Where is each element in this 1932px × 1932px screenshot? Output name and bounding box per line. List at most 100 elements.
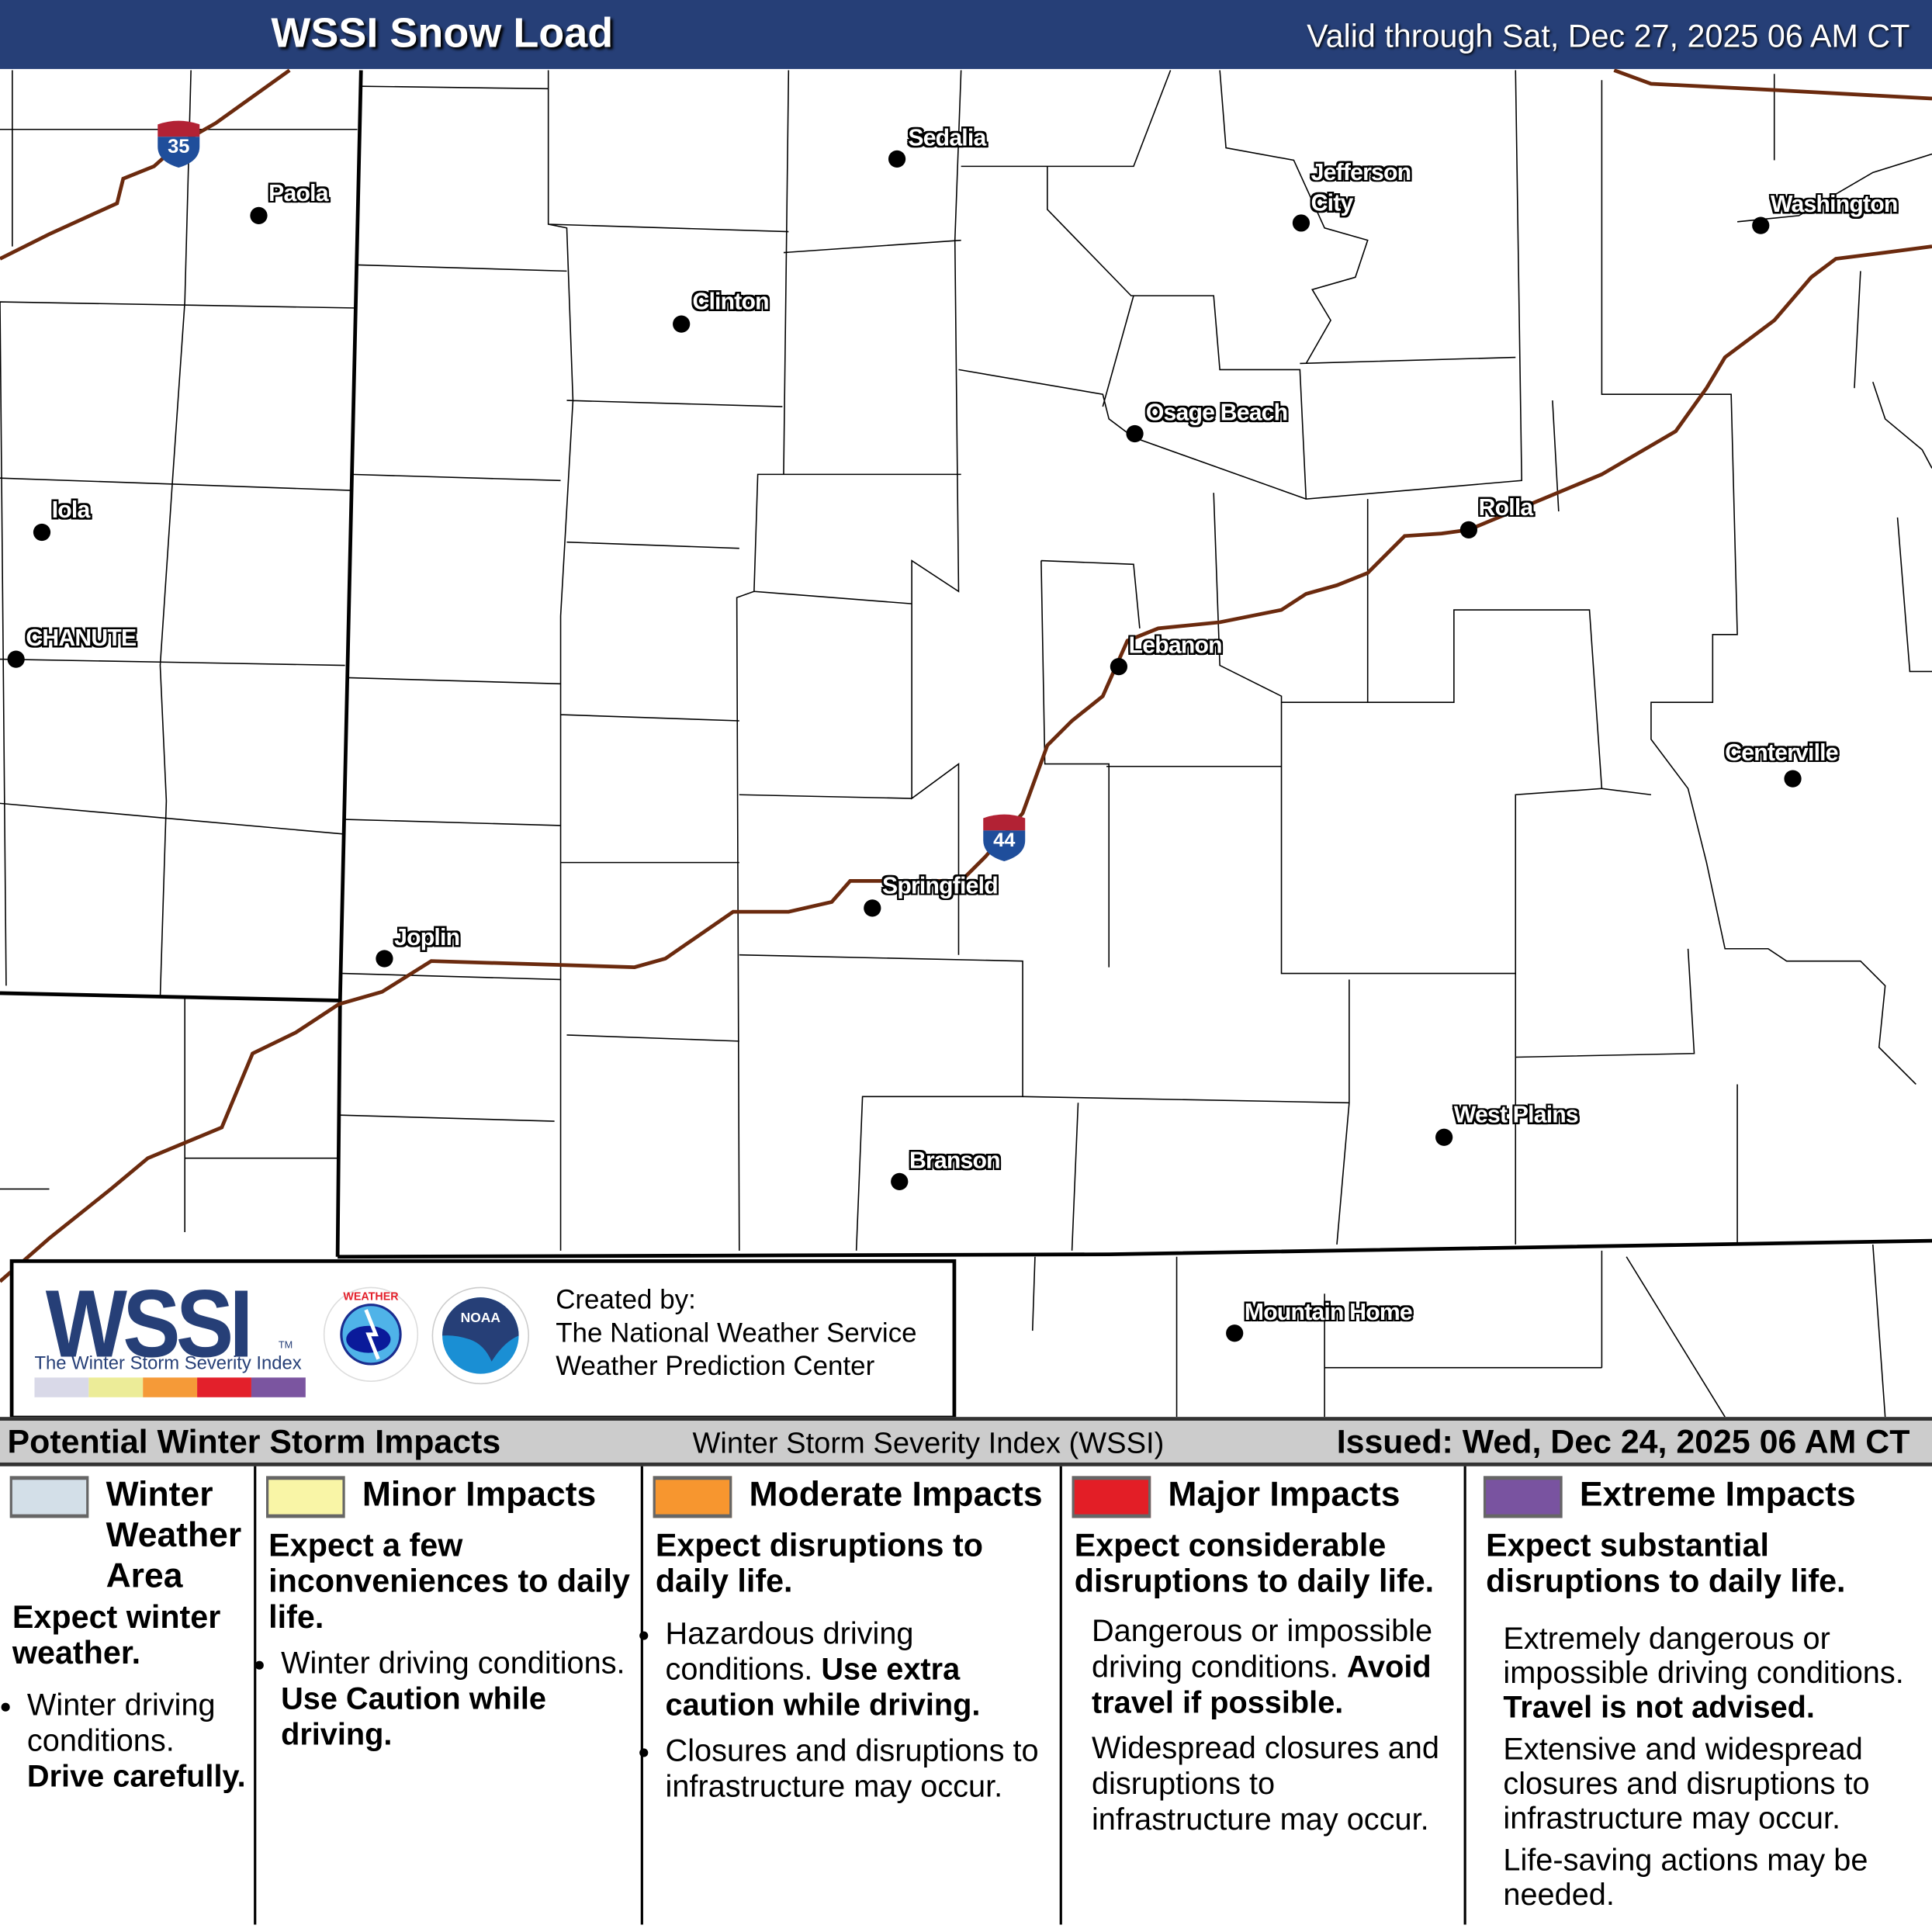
city-marker-icon [1435, 1128, 1453, 1146]
bar-segment [197, 1377, 251, 1397]
city-label: CHANUTE [26, 625, 137, 653]
legend-title: Potential Winter Storm Impacts [7, 1423, 501, 1460]
city-marker-icon [250, 206, 268, 225]
noaa-logo-icon: NOAA [431, 1286, 530, 1385]
bullet-bold: Drive carefully. [26, 1759, 246, 1795]
legend-bullets: Winter driving conditions. Use Caution w… [264, 1646, 639, 1764]
legend-bullets: Hazardous driving conditions. Use extra … [648, 1616, 1054, 1815]
city-label: Iola [51, 497, 91, 524]
legend-lead: Expect disruptions to daily life. [655, 1526, 983, 1600]
city-label: Springfield [882, 873, 999, 900]
para-text: Widespread closures and disruptions to i… [1091, 1731, 1439, 1837]
header-bar: WSSI Snow Load Valid through Sat, Dec 27… [0, 0, 1932, 69]
city-marker-icon [1752, 216, 1770, 234]
nws-logo-icon: WEATHER [323, 1286, 419, 1382]
city-marker-icon [1226, 1324, 1244, 1342]
legend-title-strip: Potential Winter Storm Impacts Winter St… [0, 1417, 1932, 1466]
bullet-text: Winter driving conditions. [281, 1646, 625, 1681]
legend-text: Dangerous or impossible driving conditio… [1092, 1614, 1461, 1838]
color-swatch [1483, 1476, 1563, 1518]
city-label: Sedalia [908, 125, 986, 152]
city-label: Joplin [394, 925, 460, 951]
city-marker-icon [1459, 521, 1478, 538]
bar-segment [143, 1377, 198, 1397]
para-bold: Avoid travel if possible. [1091, 1650, 1432, 1720]
bullet-bold: Use extra caution while driving. [665, 1652, 981, 1723]
color-swatch [653, 1476, 732, 1518]
city-marker-icon [33, 523, 51, 542]
color-swatch [9, 1476, 89, 1518]
city-label: West Plains [1453, 1103, 1579, 1129]
legend-heading: Extreme Impacts [1579, 1474, 1856, 1514]
legend-heading: Major Impacts [1168, 1474, 1401, 1514]
city-label: Washington [1770, 192, 1898, 219]
legend-extreme: Extreme Impacts Expect substantial disru… [1466, 1466, 1932, 1925]
city-marker-icon [673, 315, 691, 333]
svg-text:NOAA: NOAA [461, 1310, 501, 1325]
us50-road [1613, 68, 1932, 101]
bar-segment [88, 1377, 144, 1397]
bullet-text: Hazardous driving conditions. [665, 1616, 914, 1687]
legend-minor: Minor Impacts Expect a few inconvenience… [256, 1466, 643, 1925]
city-label: Centerville [1725, 740, 1838, 767]
city-marker-icon [888, 150, 906, 168]
interstate-roads [0, 68, 1932, 1283]
para-text: Extremely dangerous or impossible drivin… [1503, 1621, 1904, 1691]
legend-heading: Minor Impacts [362, 1474, 597, 1514]
city-label: Clinton [692, 289, 769, 316]
legend-text: Extremely dangerous or impossible drivin… [1503, 1622, 1928, 1913]
para-text: Dangerous or impossible driving conditio… [1091, 1614, 1433, 1684]
color-swatch [1072, 1476, 1151, 1518]
created-by-label: Created by: [556, 1283, 696, 1315]
org-nws: The National Weather Service [556, 1317, 917, 1349]
bar-segment [251, 1377, 306, 1397]
city-label: Mountain Home [1244, 1300, 1413, 1326]
wssi-color-bar [34, 1377, 306, 1397]
city-marker-icon [864, 899, 881, 917]
city-marker-icon [891, 1172, 909, 1191]
city-marker-icon [1784, 770, 1802, 788]
map-canvas [0, 68, 1932, 1418]
color-swatch [266, 1476, 345, 1518]
city-marker-icon [1126, 424, 1144, 443]
org-wpc: Weather Prediction Center [556, 1350, 875, 1382]
legend-heading: Moderate Impacts [749, 1474, 1043, 1514]
city-marker-icon [1110, 657, 1128, 676]
city-label: Lebanon [1128, 633, 1223, 660]
city-label: Jefferson City [1311, 160, 1411, 217]
legend-major: Major Impacts Expect considerable disrup… [1062, 1466, 1466, 1925]
legend-heading: Winter Weather Area [106, 1474, 242, 1594]
wssi-logo: WSSI [45, 1269, 254, 1378]
city-label: Osage Beach [1145, 400, 1288, 427]
wssi-logo-box: WSSI TM The Winter Storm Severity Index … [9, 1259, 957, 1420]
bullet-text: Closures and disruptions to infrastructu… [665, 1733, 1039, 1804]
legend-bullets: Winter driving conditions. Drive careful… [10, 1688, 257, 1806]
state-borders [0, 70, 1932, 1259]
legend-lead: Expect substantial disruptions to daily … [1486, 1526, 1846, 1600]
city-marker-icon [376, 950, 393, 968]
credit-text: Created by: The National Weather Service… [556, 1283, 916, 1383]
legend-moderate: Moderate Impacts Expect disruptions to d… [643, 1466, 1062, 1925]
i35-road [0, 68, 291, 261]
city-marker-icon [7, 650, 25, 668]
svg-text:WEATHER: WEATHER [343, 1290, 399, 1303]
legend-lead: Expect considerable disruptions to daily… [1074, 1526, 1435, 1600]
valid-time: Valid through Sat, Dec 27, 2025 06 AM CT [1307, 17, 1910, 54]
legend-winter-weather-area: Winter Weather Area Expect winter weathe… [0, 1466, 257, 1925]
bullet-text: Winter driving conditions. [26, 1688, 216, 1759]
wssi-subtitle: The Winter Storm Severity Index [34, 1352, 302, 1374]
bullet-bold: Use Caution while driving. [281, 1681, 546, 1753]
city-label: Paola [268, 181, 328, 207]
city-label: Rolla [1478, 495, 1534, 521]
legend-lead: Expect winter weather. [12, 1598, 221, 1671]
bar-segment [34, 1377, 89, 1397]
interstate-35-shield-icon: 35 [154, 119, 204, 169]
issued-time: Issued: Wed, Dec 24, 2025 06 AM CT [1336, 1423, 1910, 1460]
trademark: TM [278, 1339, 293, 1351]
county-lines [0, 70, 1932, 1418]
para-text: Extensive and widespread closures and di… [1503, 1732, 1870, 1837]
legend-lead: Expect a few inconveniences to daily lif… [268, 1526, 630, 1636]
index-name: Winter Storm Severity Index (WSSI) [692, 1426, 1165, 1460]
para-text: Life-saving actions may be needed. [1503, 1843, 1868, 1913]
